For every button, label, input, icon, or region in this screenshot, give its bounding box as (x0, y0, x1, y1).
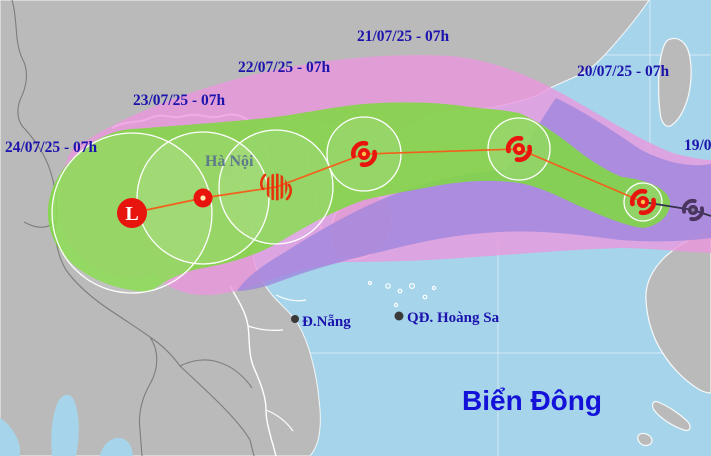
paracel-islets (367, 280, 437, 308)
islands-hoang-sa-label: QĐ. Hoàng Sa (407, 310, 500, 326)
depression-23-07-icon (193, 188, 213, 208)
capital-label: Hà Nội (205, 153, 254, 170)
city-da-nang-label: Đ.Nẵng (302, 314, 351, 330)
taiwan-island (658, 37, 692, 127)
low-pressure-24-07-icon (117, 198, 147, 228)
warning-band-purple (237, 98, 711, 291)
label-24-07: 24/07/25 - 07h (5, 139, 98, 156)
islands-hoang-sa-dot (394, 311, 404, 321)
gulf-of-thailand (0, 394, 133, 456)
date-labels-layer: 24/07/25 - 07h 23/07/25 - 07h 22/07/25 - 0… (5, 28, 711, 156)
city-da-nang-dot (291, 315, 299, 323)
philippines-islands (637, 229, 711, 447)
forecast-track-line (131, 148, 644, 214)
label-22-07: 22/07/25 - 07h (238, 59, 331, 76)
place-labels-layer: Đ.Nẵng QĐ. Hoàng Sa (291, 310, 500, 330)
sea-name-label: Biển Đông (462, 385, 602, 416)
label-20-07: 20/07/25 - 07h (577, 63, 670, 80)
label-19-07: 19/07/25 - 07h (684, 137, 711, 154)
label-23-07: 23/07/25 - 07h (133, 92, 226, 109)
label-21-07: 21/07/25 - 07h (357, 28, 450, 45)
